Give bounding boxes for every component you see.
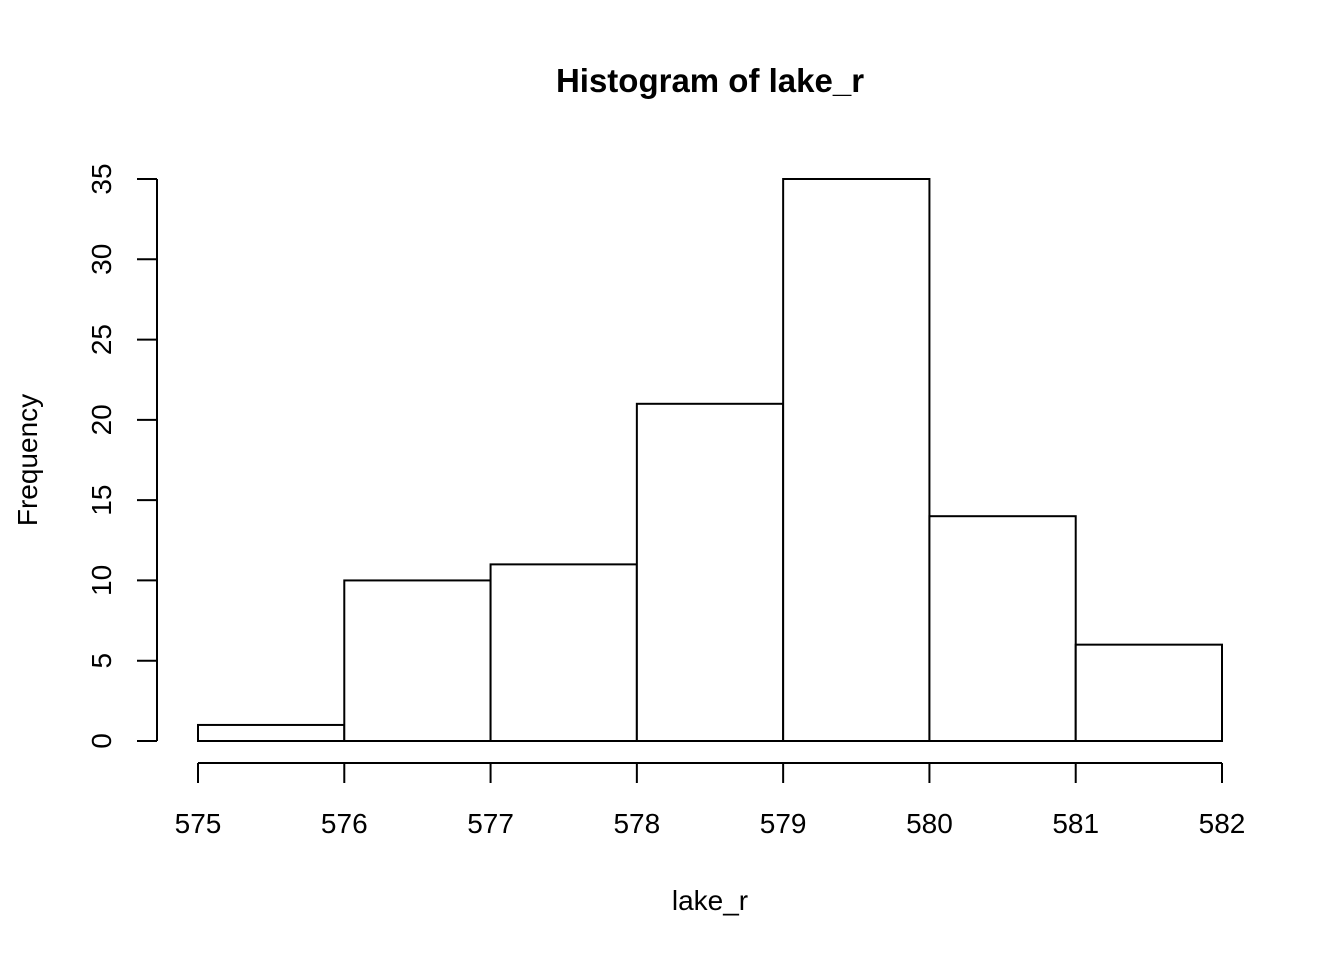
y-tick-label: 15 [86,485,117,516]
y-axis-label: Frequency [12,394,43,526]
y-tick-label: 30 [86,244,117,275]
histogram-bar-2 [489,563,638,742]
bars-group [197,178,1223,743]
y-tick-label: 10 [86,565,117,596]
histogram-bar-6 [1074,643,1223,743]
x-tick-label: 576 [321,808,368,839]
x-tick-label: 575 [175,808,222,839]
histogram-bar-4 [782,178,931,742]
y-tick-label: 35 [86,163,117,194]
y-tick-label: 5 [86,653,117,669]
histogram-bar-5 [928,515,1077,743]
x-axis: 575 576 577 578 579 580 581 582 [175,762,1246,839]
x-tick-label: 582 [1199,808,1246,839]
y-tick-label: 25 [86,324,117,355]
x-tick-label: 581 [1052,808,1099,839]
x-axis-label: lake_r [672,885,748,916]
x-tick-label: 579 [760,808,807,839]
chart-title: Histogram of lake_r [556,62,864,99]
y-tick-label: 0 [86,733,117,749]
x-tick-label: 578 [613,808,660,839]
x-tick-label: 580 [906,808,953,839]
x-tick-label: 577 [467,808,514,839]
y-axis: 0 5 10 15 20 25 30 35 [86,163,158,749]
histogram-bar-0 [197,723,346,743]
histogram-bar-3 [635,402,785,742]
histogram-bar-1 [343,579,492,743]
y-tick-label: 20 [86,404,117,435]
